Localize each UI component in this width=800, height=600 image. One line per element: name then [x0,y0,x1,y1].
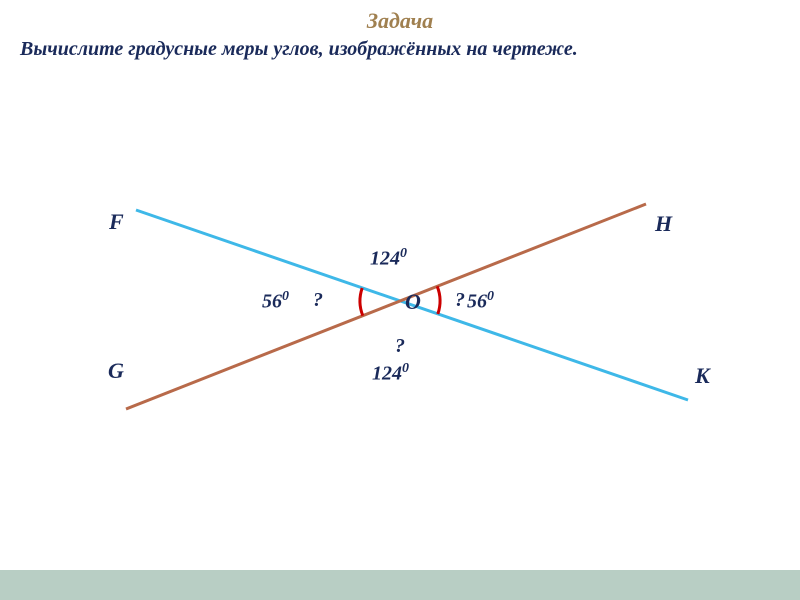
point-label-O: O [405,289,421,315]
point-label-K: K [695,363,710,389]
angle-top: 1240 [370,246,407,271]
point-label-G: G [108,358,124,384]
geometry-diagram: F H G K O 1240 ? 1240 560 ? ? 560 [0,61,800,541]
angle-left-q: ? [313,289,323,312]
problem-title: Задача [0,0,800,34]
angle-right-q: ? [455,289,465,312]
point-label-H: H [655,211,672,237]
angle-left-val: 560 [262,289,289,314]
angle-bottom: 1240 [372,361,409,386]
angle-right-val: 560 [467,289,494,314]
point-label-F: F [109,209,124,235]
diagram-svg [0,61,800,541]
problem-subtitle: Вычислите градусные меры углов, изображё… [0,34,800,61]
footer-bar [0,570,800,600]
angle-bottom-q: ? [395,335,405,358]
